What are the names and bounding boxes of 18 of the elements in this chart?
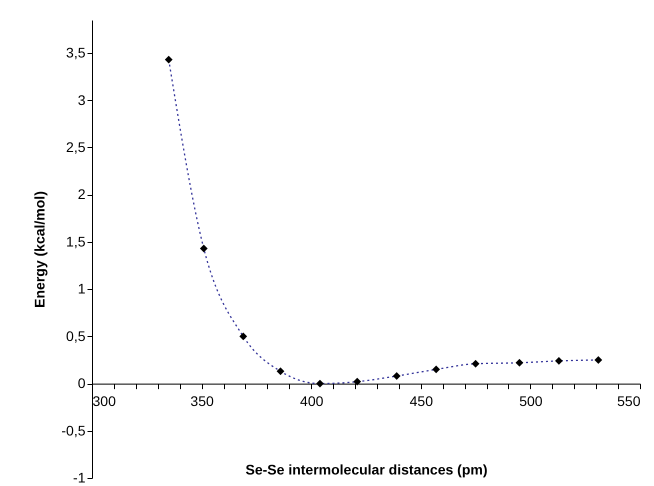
- y-tick-label: 1: [78, 280, 86, 297]
- y-tick-label: 3,5: [66, 44, 86, 61]
- y-tick-label: 2,5: [66, 138, 86, 155]
- x-tick-label: 300: [92, 393, 116, 410]
- x-tick-label: 550: [617, 393, 641, 410]
- y-tick-label: 1,5: [66, 233, 86, 250]
- y-tick-label: 3: [78, 92, 86, 108]
- x-tick-label: 400: [300, 393, 324, 410]
- x-tick-label: 350: [190, 393, 214, 410]
- x-tick-label: 500: [519, 393, 543, 410]
- y-tick-label: -0,5: [61, 422, 86, 438]
- x-tick-label: 450: [410, 393, 434, 410]
- y-axis-title: Energy (kcal/mol): [31, 191, 48, 308]
- y-tick-label: -1: [73, 470, 86, 486]
- y-tick-label: 0: [78, 375, 86, 392]
- y-tick-label: 0,5: [66, 328, 86, 344]
- x-axis-title: Se-Se intermolecular distances (pm): [246, 462, 488, 478]
- y-tick-label: 2: [78, 186, 86, 202]
